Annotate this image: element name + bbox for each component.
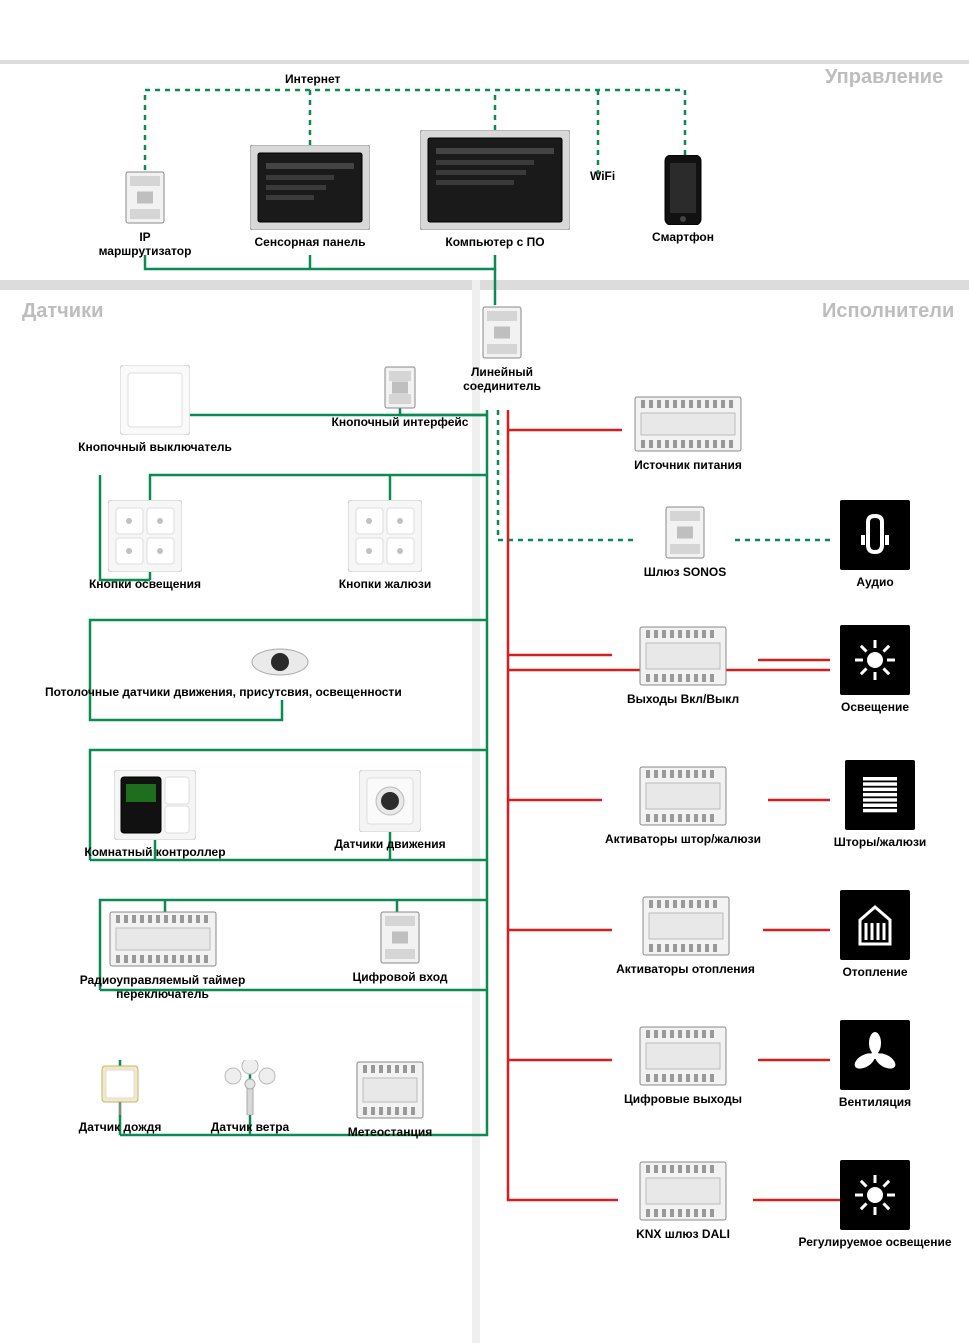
node-iconHeat: Отопление — [830, 890, 920, 979]
pushbuttonSw-device-icon — [120, 365, 190, 435]
powerSupply-device-icon — [633, 395, 743, 453]
motionSensors-label: Датчики движения — [320, 837, 460, 851]
iconAudio-label: Аудио — [830, 575, 920, 589]
node-windSensor: Датчик ветра — [195, 1060, 305, 1134]
swOutputs-device-icon — [638, 625, 728, 687]
rainSensor-device-icon — [96, 1060, 144, 1115]
pushbuttonIf-label: Кнопочный интерфейс — [320, 415, 480, 429]
blindButtons-label: Кнопки жалюзи — [310, 577, 460, 591]
node-iconAudio: Аудио — [830, 500, 920, 589]
knxDali-device-icon — [638, 1160, 728, 1222]
weatherSt-label: Метеостанция — [330, 1125, 450, 1139]
fan-icon — [840, 1020, 910, 1090]
actuators-header: Исполнители — [822, 300, 954, 323]
light-icon — [840, 625, 910, 695]
internet-label: Интернет — [285, 72, 340, 86]
iconLight-label: Освещение — [830, 700, 920, 714]
windSensor-label: Датчик ветра — [195, 1120, 305, 1134]
radioTimer-device-icon — [108, 910, 218, 968]
lightButtons-device-icon — [108, 500, 182, 572]
node-digitalIn: Цифровой вход — [340, 910, 460, 984]
pushbuttonSw-label: Кнопочный выключатель — [70, 440, 240, 454]
node-pushbuttonSw: Кнопочный выключатель — [70, 365, 240, 454]
ipRouter-device-icon — [124, 170, 166, 225]
iconBlinds-label: Шторы/жалюзи — [830, 835, 930, 849]
radioTimer-label: Радиоуправляемый таймер переключатель — [70, 973, 255, 1002]
node-swOutputs: Выходы Вкл/Выкл — [608, 625, 758, 706]
sonosGw-label: Шлюз SONOS — [635, 565, 735, 579]
node-lightButtons: Кнопки освещения — [70, 500, 220, 591]
management-header: Управление — [825, 66, 943, 89]
node-iconLight: Освещение — [830, 625, 920, 714]
lightButtons-label: Кнопки освещения — [70, 577, 220, 591]
digitalIn-device-icon — [379, 910, 421, 965]
blindAct-label: Активаторы штор/жалюзи — [598, 832, 768, 846]
wifi-label: WiFi — [590, 169, 615, 183]
node-blindAct: Активаторы штор/жалюзи — [598, 765, 768, 846]
ceilingSensors-label: Потолочные датчики движения, присутсвия,… — [45, 685, 515, 699]
iconDim-label: Регулируемое освещение — [790, 1235, 960, 1249]
powerSupply-label: Источник питания — [618, 458, 758, 472]
swOutputs-label: Выходы Вкл/Выкл — [608, 692, 758, 706]
weatherSt-device-icon — [355, 1060, 425, 1120]
heat-icon — [840, 890, 910, 960]
ceilingSensors-device-icon — [250, 640, 310, 680]
node-iconVent: Вентиляция — [830, 1020, 920, 1109]
ipRouter-label: IP маршрутизатор — [95, 230, 195, 259]
roomController-device-icon — [114, 770, 196, 840]
node-touchPanel: Сенсорная панель — [245, 145, 375, 249]
iconVent-label: Вентиляция — [830, 1095, 920, 1109]
node-powerSupply: Источник питания — [618, 395, 758, 472]
pushbuttonIf-device-icon — [383, 365, 417, 410]
knxDali-label: KNX шлюз DALI — [613, 1227, 753, 1241]
rainSensor-label: Датчик дождя — [65, 1120, 175, 1134]
node-weatherSt: Метеостанция — [330, 1060, 450, 1139]
node-ceilingSensors: Потолочные датчики движения, присутсвия,… — [45, 640, 515, 699]
audio-icon — [840, 500, 910, 570]
node-pcSoftware: Компьютер с ПО — [410, 130, 580, 249]
heatAct-label: Активаторы отопления — [608, 962, 763, 976]
sensors-header: Датчики — [22, 300, 103, 323]
roomController-label: Комнатный контроллер — [65, 845, 245, 859]
node-rainSensor: Датчик дождя — [65, 1060, 175, 1134]
heatAct-device-icon — [641, 895, 731, 957]
node-sonosGw: Шлюз SONOS — [635, 505, 735, 579]
digOut-device-icon — [638, 1025, 728, 1087]
node-iconDim: Регулируемое освещение — [790, 1160, 960, 1249]
node-radioTimer: Радиоуправляемый таймер переключатель — [70, 910, 255, 1002]
touchPanel-device-icon — [250, 145, 370, 230]
node-digOut: Цифровые выходы — [608, 1025, 758, 1106]
node-knxDali: KNX шлюз DALI — [613, 1160, 753, 1241]
node-heatAct: Активаторы отопления — [608, 895, 763, 976]
touchPanel-label: Сенсорная панель — [245, 235, 375, 249]
lineCoupler-device-icon — [481, 305, 523, 360]
smartphone-device-icon — [661, 155, 705, 225]
node-roomController: Комнатный контроллер — [65, 770, 245, 859]
node-ipRouter: IP маршрутизатор — [95, 170, 195, 259]
node-pushbuttonIf: Кнопочный интерфейс — [320, 365, 480, 429]
digitalIn-label: Цифровой вход — [340, 970, 460, 984]
motionSensors-device-icon — [359, 770, 421, 832]
blindAct-device-icon — [638, 765, 728, 827]
digOut-label: Цифровые выходы — [608, 1092, 758, 1106]
sonosGw-device-icon — [664, 505, 706, 560]
dimlight-icon — [840, 1160, 910, 1230]
pcSoftware-label: Компьютер с ПО — [410, 235, 580, 249]
iconHeat-label: Отопление — [830, 965, 920, 979]
node-motionSensors: Датчики движения — [320, 770, 460, 851]
node-blindButtons: Кнопки жалюзи — [310, 500, 460, 591]
windSensor-device-icon — [221, 1060, 279, 1115]
pcSoftware-device-icon — [420, 130, 570, 230]
node-iconBlinds: Шторы/жалюзи — [830, 760, 930, 849]
blinds-icon — [845, 760, 915, 830]
node-smartphone: Смартфон — [638, 155, 728, 244]
blindButtons-device-icon — [348, 500, 422, 572]
smartphone-label: Смартфон — [638, 230, 728, 244]
